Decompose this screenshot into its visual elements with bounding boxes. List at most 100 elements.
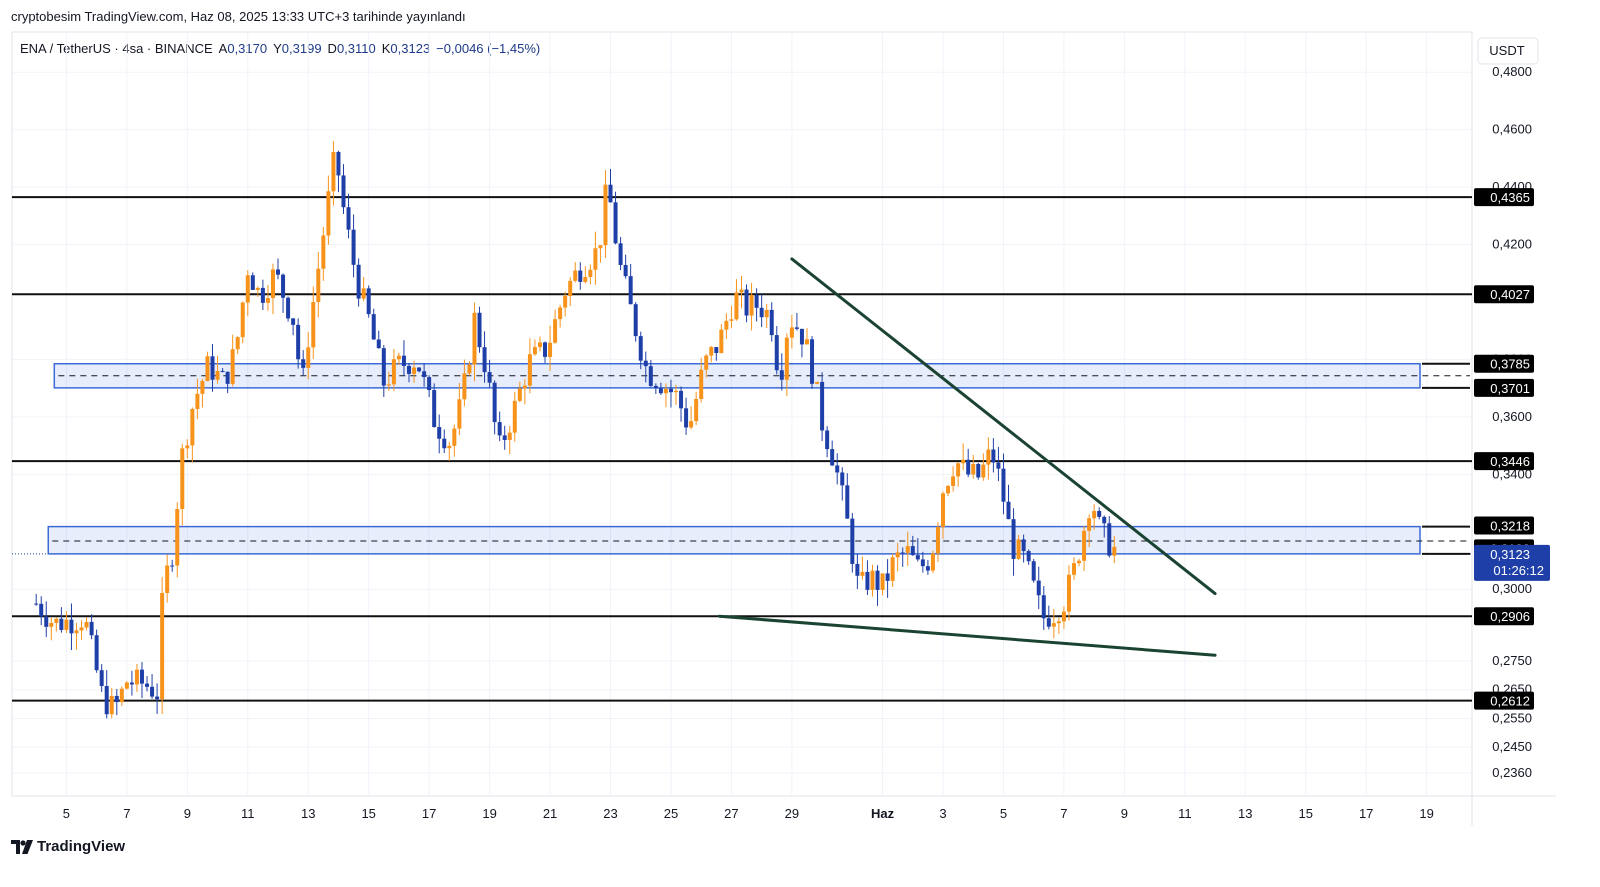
candle-down[interactable] <box>754 294 759 308</box>
candle-up[interactable] <box>981 464 986 478</box>
candle-down[interactable] <box>351 229 356 265</box>
candle-down[interactable] <box>356 264 361 299</box>
candle-down[interactable] <box>34 603 39 605</box>
candle-down[interactable] <box>578 270 583 282</box>
candle-down[interactable] <box>799 328 804 345</box>
candle-down[interactable] <box>825 430 830 450</box>
price-zones[interactable] <box>47 362 1470 555</box>
candle-down[interactable] <box>1021 539 1026 552</box>
candle-up[interactable] <box>1082 530 1087 561</box>
candle-up[interactable] <box>734 292 739 320</box>
candle-up[interactable] <box>361 288 366 299</box>
candle-down[interactable] <box>301 359 306 368</box>
candle-down[interactable] <box>991 449 996 463</box>
candle-up[interactable] <box>880 573 885 590</box>
candle-down[interactable] <box>759 307 764 318</box>
candle-down[interactable] <box>276 269 281 275</box>
candle-up[interactable] <box>462 373 467 400</box>
candle-up[interactable] <box>74 630 79 634</box>
candle-up[interactable] <box>784 337 789 380</box>
candle-up[interactable] <box>412 367 417 374</box>
candle-up[interactable] <box>205 356 210 381</box>
candle-up[interactable] <box>548 342 553 357</box>
candle-up[interactable] <box>694 398 699 422</box>
candle-up[interactable] <box>870 570 875 590</box>
candle-up[interactable] <box>905 546 910 553</box>
candle-down[interactable] <box>774 335 779 371</box>
candle-up[interactable] <box>1016 539 1021 559</box>
candle-down[interactable] <box>422 371 427 378</box>
candle-down[interactable] <box>89 621 94 636</box>
candle-down[interactable] <box>714 347 719 354</box>
candle-up[interactable] <box>447 445 452 449</box>
candle-down[interactable] <box>39 603 44 617</box>
candle-down[interactable] <box>376 339 381 349</box>
candle-up[interactable] <box>986 449 991 465</box>
candle-down[interactable] <box>1041 595 1046 619</box>
candle-down[interactable] <box>427 377 432 391</box>
candle-up[interactable] <box>467 364 472 374</box>
candle-up[interactable] <box>729 319 734 321</box>
candle-up[interactable] <box>532 347 537 355</box>
candle-down[interactable] <box>346 207 351 230</box>
candle-down[interactable] <box>835 465 840 473</box>
candle-down[interactable] <box>900 552 905 554</box>
candle-up[interactable] <box>724 320 729 330</box>
candles[interactable] <box>34 141 1117 719</box>
candle-down[interactable] <box>497 422 502 436</box>
horizontal-levels[interactable] <box>12 196 1472 702</box>
candle-down[interactable] <box>875 570 880 590</box>
candle-up[interactable] <box>951 476 956 486</box>
candle-up[interactable] <box>517 388 522 401</box>
candle-up[interactable] <box>215 370 220 380</box>
candle-up[interactable] <box>391 359 396 385</box>
candle-up[interactable] <box>1087 518 1092 531</box>
tradingview-logo[interactable]: TradingView <box>11 838 125 855</box>
candle-down[interactable] <box>94 635 99 671</box>
candle-down[interactable] <box>371 314 376 340</box>
candle-up[interactable] <box>1066 574 1071 612</box>
candle-up[interactable] <box>935 526 940 554</box>
candle-down[interactable] <box>684 408 689 428</box>
candle-up[interactable] <box>195 393 200 409</box>
candle-down[interactable] <box>850 518 855 564</box>
candle-up[interactable] <box>160 592 165 700</box>
candle-up[interactable] <box>185 445 190 449</box>
candle-down[interactable] <box>59 618 64 630</box>
candle-up[interactable] <box>558 307 563 320</box>
candle-up[interactable] <box>265 298 270 303</box>
candle-down[interactable] <box>114 695 119 703</box>
candle-down[interactable] <box>1107 523 1112 556</box>
candle-up[interactable] <box>512 400 517 433</box>
candle-down[interactable] <box>366 288 371 315</box>
candle-down[interactable] <box>286 297 291 319</box>
candle-up[interactable] <box>316 268 321 303</box>
candle-up[interactable] <box>54 618 59 623</box>
candle-up[interactable] <box>971 463 976 475</box>
candle-up[interactable] <box>396 355 401 360</box>
candle-down[interactable] <box>633 304 638 337</box>
candle-down[interactable] <box>296 324 301 360</box>
candle-up[interactable] <box>386 384 391 386</box>
candle-down[interactable] <box>618 243 623 265</box>
candle-up[interactable] <box>956 463 961 477</box>
candle-down[interactable] <box>1006 501 1011 520</box>
candle-down[interactable] <box>145 683 150 687</box>
candle-down[interactable] <box>139 669 144 684</box>
candle-down[interactable] <box>830 449 835 466</box>
candle-up[interactable] <box>84 621 89 628</box>
candle-down[interactable] <box>1001 468 1006 502</box>
candle-down[interactable] <box>648 366 653 386</box>
candle-up[interactable] <box>1051 623 1056 627</box>
candle-down[interactable] <box>779 370 784 380</box>
candle-down[interactable] <box>69 619 74 634</box>
candle-down[interactable] <box>1036 580 1041 596</box>
candle-down[interactable] <box>840 472 845 486</box>
zone-box[interactable] <box>47 525 1421 555</box>
candle-down[interactable] <box>44 616 49 627</box>
candle-down[interactable] <box>638 336 643 361</box>
candle-down[interactable] <box>417 367 422 372</box>
candle-up[interactable] <box>588 269 593 277</box>
candle-down[interactable] <box>281 274 286 298</box>
